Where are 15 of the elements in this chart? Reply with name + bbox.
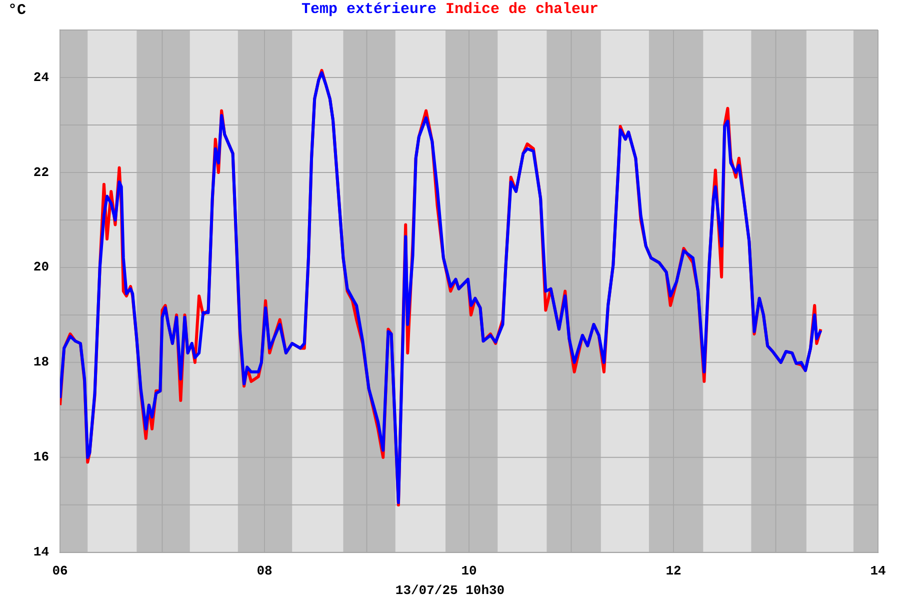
x-tick-label: 08 <box>256 563 272 578</box>
text: 13/07/25 10h30 <box>394 583 506 598</box>
y-tick-label: 16 <box>33 450 50 465</box>
x-tick-label: 12 <box>666 563 682 578</box>
y-tick-label: 14 <box>33 544 50 560</box>
x-tick-label: 14 <box>870 563 886 578</box>
y-tick-label: 20 <box>33 260 50 275</box>
y-tick-label: 24 <box>33 70 50 85</box>
y-axis-title: °C <box>8 2 26 19</box>
text: Indice de chaleur <box>446 1 599 18</box>
y-tick-label: 18 <box>33 354 50 370</box>
y-tick-label: 22 <box>33 164 50 180</box>
x-tick-label: 10 <box>461 563 477 578</box>
x-tick-label: 06 <box>52 563 68 578</box>
text: Temp extérieure <box>301 1 436 18</box>
